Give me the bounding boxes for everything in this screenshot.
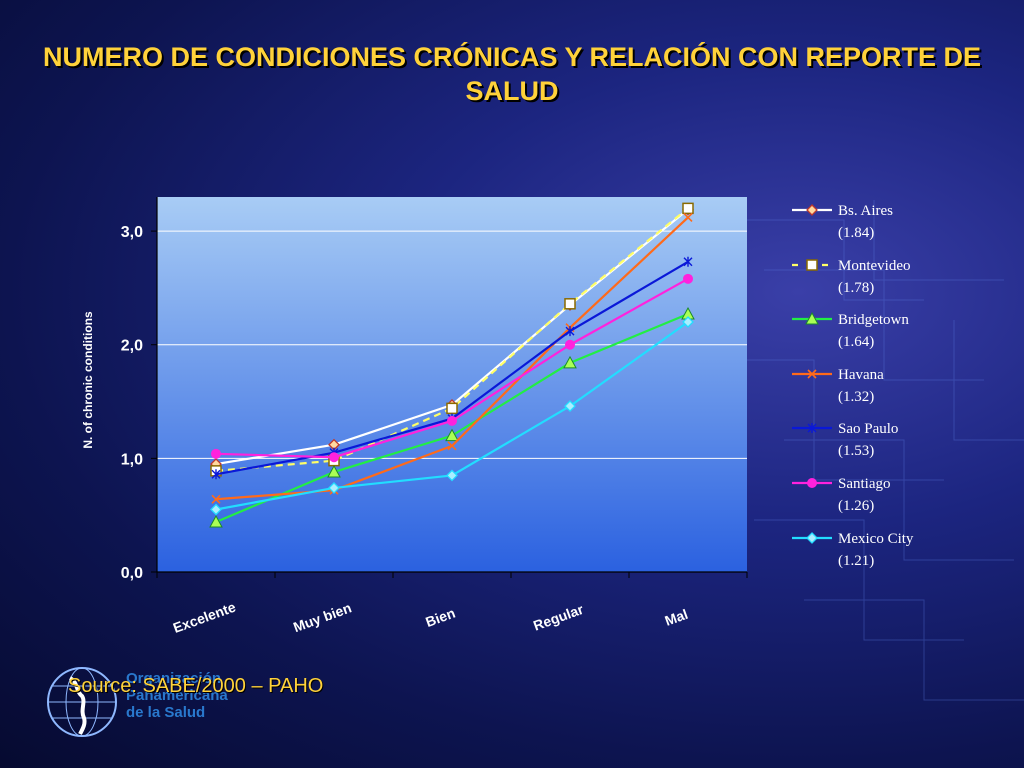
x-tick-label: Mal: [663, 606, 690, 629]
slide-title: NUMERO DE CONDICIONES CRÓNICAS Y RELACIÓ…: [42, 42, 982, 106]
legend-label-line: (1.84): [838, 225, 875, 241]
legend-label: Montevideo (1.78): [838, 255, 911, 299]
data-point-marker: [805, 312, 819, 325]
data-point-marker: [683, 212, 693, 223]
legend-label-line: (1.21): [838, 552, 875, 569]
data-point-marker: [329, 452, 339, 463]
data-point-marker: [447, 415, 457, 426]
data-point-marker: [211, 448, 221, 459]
legend-label-line: Mexico City: [838, 530, 914, 547]
legend-label: Havana (1.32): [838, 364, 884, 408]
data-point-marker: [446, 402, 458, 415]
data-point-marker: [564, 298, 576, 310]
data-point-marker: [328, 481, 340, 494]
organization-name: Organización Panamericana de la Salud: [126, 670, 228, 721]
legend-item: Havana (1.32): [790, 364, 960, 419]
data-point-marker: [682, 202, 694, 215]
data-point-marker: [563, 355, 577, 369]
data-point-marker: [210, 503, 222, 516]
legend-label-line: (1.78): [838, 279, 875, 296]
data-point-marker: [211, 469, 221, 480]
data-point-marker: [209, 514, 223, 528]
background-circuit-decoration: [734, 200, 1024, 701]
data-point-marker: [564, 400, 576, 413]
legend-label: Mexico City (1.21): [838, 528, 913, 572]
data-point-marker: [806, 258, 818, 271]
data-point-marker: [565, 339, 575, 350]
legend-label: Sao Paulo (1.53): [838, 418, 898, 462]
x-tick-label: Muy bien: [291, 599, 353, 635]
data-point-marker: [807, 477, 817, 488]
legend-swatch: [792, 477, 832, 488]
legend-swatch: [792, 369, 832, 379]
data-point-marker: [327, 464, 341, 478]
legend-label-line: Montevideo: [838, 257, 911, 274]
org-line: de la Salud: [126, 704, 206, 721]
source-note: Source: SABE/2000 – PAHO: [68, 675, 324, 697]
org-line: Panamericana: [126, 687, 228, 704]
x-tick-label: Bien: [423, 605, 457, 630]
legend-item: Santiago (1.26): [790, 473, 960, 528]
legend-label-line: (1.26): [838, 497, 875, 514]
series-line: [215, 207, 689, 472]
data-point-marker: [446, 469, 458, 482]
legend-label-line: (1.64): [838, 334, 875, 351]
legend-swatch: [792, 423, 832, 434]
y-axis-label: N. of chronic conditions: [81, 311, 95, 449]
legend-item: Sao Paulo (1.53): [790, 418, 960, 473]
legend-label-line: (1.53): [838, 443, 875, 460]
data-point-marker: [683, 256, 693, 267]
legend-label: Bs. Aires (1.84): [838, 200, 893, 244]
legend-item: Bridgetown (1.64): [790, 309, 960, 364]
legend-label-line: Sao Paulo: [838, 421, 899, 438]
x-tick-label: Excelente: [171, 599, 238, 636]
legend-label-line: (1.32): [838, 388, 875, 405]
data-point-marker: [806, 531, 818, 544]
y-tick-label: 1,0: [121, 451, 143, 468]
plot-area: [157, 197, 747, 572]
legend-item: Mexico City (1.21): [790, 528, 960, 583]
legend-label-line: Bridgetown: [838, 312, 909, 329]
data-point-marker: [683, 273, 693, 284]
data-point-marker: [682, 316, 694, 328]
chart-legend: Bs. Aires (1.84) Montevideo (1.78) Bridgetow…: [790, 200, 960, 582]
legend-swatch: [792, 258, 832, 271]
x-tick-label: Regular: [531, 601, 586, 634]
data-point-marker: [806, 204, 818, 216]
org-line: Organización: [126, 670, 222, 687]
legend-label-line: Bs. Aires: [838, 203, 894, 219]
legend-swatch: [792, 531, 832, 544]
legend-label-line: Havana: [838, 366, 884, 383]
y-tick-label: 2,0: [121, 338, 143, 355]
legend-swatch: [792, 312, 832, 325]
series-santiago: [211, 273, 693, 463]
data-point-marker: [807, 369, 817, 379]
series-bridgetown: [209, 307, 695, 528]
y-tick-label: 3,0: [121, 224, 143, 241]
legend-item: Montevideo (1.78): [790, 255, 960, 310]
legend-label: Bridgetown (1.64): [838, 309, 909, 353]
legend-item: Bs. Aires (1.84): [790, 200, 960, 255]
legend-swatch: [792, 204, 832, 216]
data-point-marker: [211, 494, 221, 504]
legend-label: Santiago (1.26): [838, 473, 891, 517]
legend-label-line: Santiago: [838, 475, 891, 492]
y-tick-label: 0,0: [121, 565, 143, 582]
data-point-marker: [445, 428, 459, 442]
data-point-marker: [807, 423, 817, 434]
data-point-marker: [447, 441, 457, 451]
data-point-marker: [565, 326, 575, 337]
paho-globe-logo: [47, 667, 117, 737]
series-mexico-city: [210, 316, 694, 516]
